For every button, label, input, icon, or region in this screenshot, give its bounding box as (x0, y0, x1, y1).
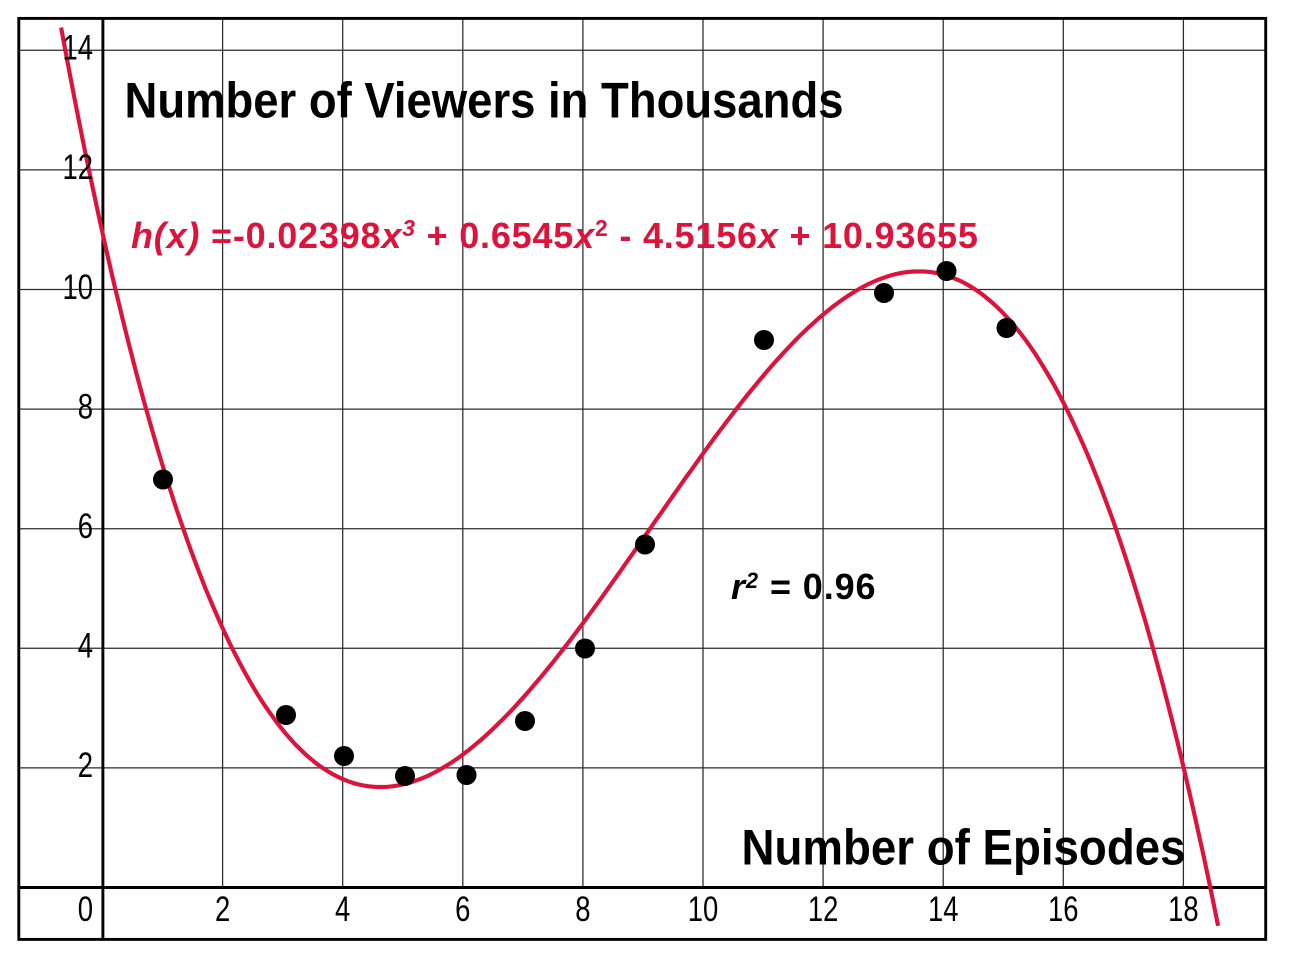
svg-text:14: 14 (63, 29, 94, 68)
svg-text:8: 8 (575, 890, 590, 929)
svg-text:8: 8 (78, 387, 93, 426)
svg-text:Number of Viewers in Thousands: Number of Viewers in Thousands (125, 73, 844, 129)
svg-text:h(x) =-0.02398x3 + 0.6545x2 -: h(x) =-0.02398x3 + 0.6545x2 - 4.5156x + … (131, 215, 979, 256)
svg-text:4: 4 (335, 890, 350, 929)
svg-text:2: 2 (78, 746, 93, 785)
svg-text:4: 4 (78, 627, 93, 666)
svg-text:6: 6 (78, 507, 93, 546)
svg-text:0: 0 (78, 890, 93, 929)
svg-text:12: 12 (808, 890, 839, 929)
svg-text:10: 10 (688, 890, 719, 929)
svg-text:12: 12 (63, 148, 94, 187)
svg-text:16: 16 (1048, 890, 1079, 929)
svg-text:r2 = 0.96: r2 = 0.96 (731, 566, 876, 607)
svg-text:18: 18 (1168, 890, 1199, 929)
svg-text:6: 6 (455, 890, 470, 929)
svg-text:2: 2 (215, 890, 230, 929)
svg-text:10: 10 (63, 268, 94, 307)
svg-text:14: 14 (928, 890, 959, 929)
svg-text:Number of Episodes: Number of Episodes (742, 819, 1186, 875)
